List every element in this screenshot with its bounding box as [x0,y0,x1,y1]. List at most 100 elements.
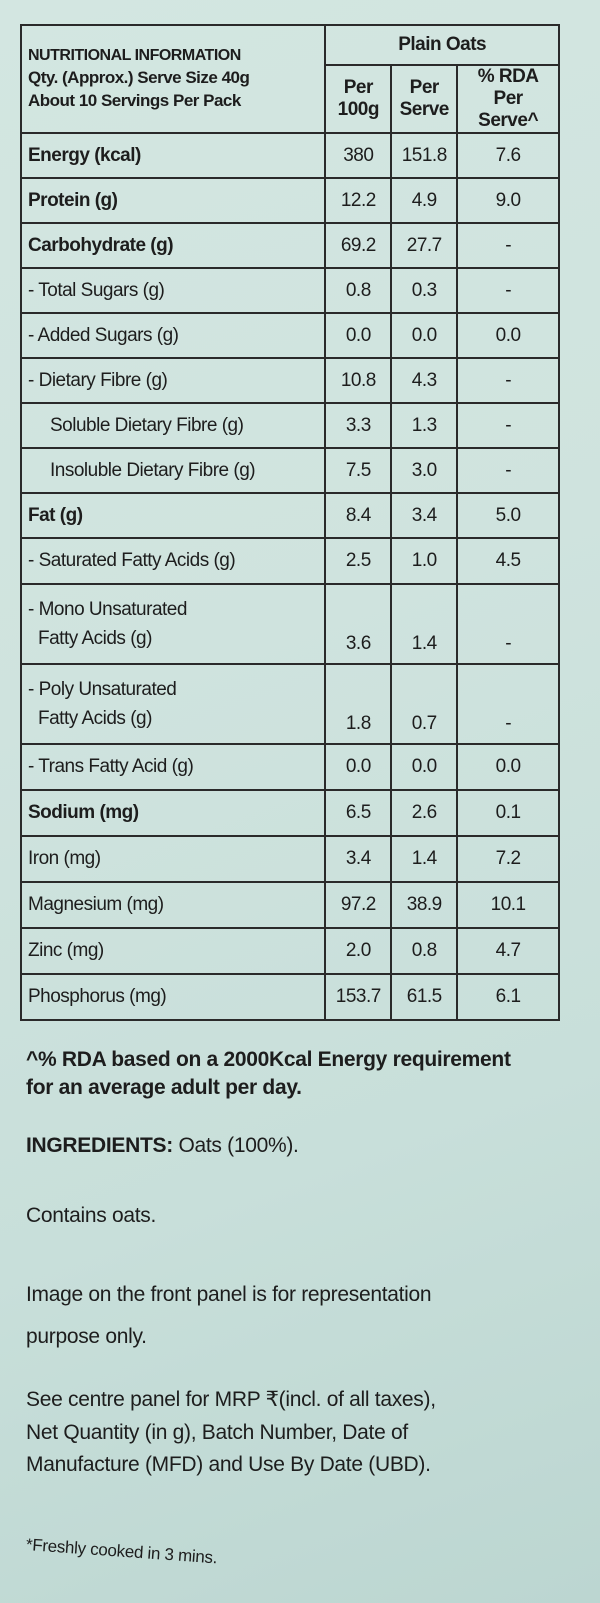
cell-rda: - [456,447,560,494]
cell-per100: 69.2 [324,222,393,269]
cell-serve: 1.4 [390,583,459,665]
table-row: Carbohydrate (g) 69.2 27.7 - [19,222,560,269]
cell-rda: - [456,663,560,745]
cell-per100: 6.5 [324,789,393,837]
servings-per-pack: About 10 Servings Per Pack [28,90,241,110]
cell-per100: 97.2 [324,881,393,929]
row-label: Carbohydrate (g) [19,222,327,269]
ingredients-label: INGREDIENTS: [26,1134,173,1157]
table-row: Soluble Dietary Fibre (g) 3.3 1.3 - [19,402,560,449]
ingredients-line: INGREDIENTS: Oats (100%). [26,1134,566,1158]
table-row: - Trans Fatty Acid (g) 0.0 0.0 0.0 [19,743,560,791]
cell-rda: 0.1 [456,789,560,837]
table-row: - Total Sugars (g) 0.8 0.3 - [19,267,560,314]
cell-per100: 3.3 [324,402,393,449]
cell-rda: 9.0 [456,177,560,224]
table-row: Energy (kcal) 380 151.8 7.6 [19,132,560,179]
cell-serve: 61.5 [390,973,459,1021]
table-row: Iron (mg) 3.4 1.4 7.2 [19,835,560,883]
freshly-cooked-note: *Freshly cooked in 3 mins. [25,1535,218,1568]
nutrition-table: NUTRITIONAL INFORMATION Qty. (Approx.) S… [19,24,560,1021]
col-rda: % RDA Per Serve^ [456,64,560,134]
cell-per100: 2.5 [324,537,393,585]
table-row: - Mono Unsaturated Fatty Acids (g) 3.6 1.… [19,583,560,665]
cell-rda: 4.5 [456,537,560,585]
cell-per100: 3.4 [324,835,393,883]
cell-rda: 5.0 [456,492,560,539]
cell-serve: 151.8 [390,132,459,179]
row-label: - Added Sugars (g) [19,312,327,359]
cell-serve: 27.7 [390,222,459,269]
cell-rda: - [456,402,560,449]
col-per-100g: Per 100g [324,64,393,134]
cell-serve: 0.8 [390,927,459,975]
table-row: - Dietary Fibre (g) 10.8 4.3 - [19,357,560,404]
cell-rda: - [456,222,560,269]
cell-rda: 0.0 [456,312,560,359]
row-label: - Trans Fatty Acid (g) [19,743,327,791]
cell-per100: 0.0 [324,743,393,791]
row-label: Iron (mg) [19,835,327,883]
row-label: - Saturated Fatty Acids (g) [19,537,327,585]
table-header-info: NUTRITIONAL INFORMATION Qty. (Approx.) S… [19,24,327,134]
row-label: Phosphorus (mg) [19,973,327,1021]
serve-size: Qty. (Approx.) Serve Size 40g [28,67,250,87]
cell-per100: 8.4 [324,492,393,539]
cell-serve: 4.3 [390,357,459,404]
cell-per100: 0.0 [324,312,393,359]
cell-serve: 0.7 [390,663,459,745]
cell-rda: 10.1 [456,881,560,929]
cell-per100: 12.2 [324,177,393,224]
column-header-row: Per 100g Per Serve % RDA Per Serve^ [21,64,560,134]
table-row: - Added Sugars (g) 0.0 0.0 0.0 [19,312,560,359]
product-name: Plain Oats [324,24,560,66]
table-row: Magnesium (mg) 97.2 38.9 10.1 [19,881,560,929]
col-per-serve: Per Serve [390,64,459,134]
cell-serve: 4.9 [390,177,459,224]
cell-rda: 0.0 [456,743,560,791]
cell-serve: 0.3 [390,267,459,314]
cell-rda: 7.6 [456,132,560,179]
row-label: Magnesium (mg) [19,881,327,929]
cell-serve: 3.4 [390,492,459,539]
cell-serve: 0.0 [390,743,459,791]
cell-rda: - [456,357,560,404]
row-label: - Dietary Fibre (g) [19,357,327,404]
cell-per100: 380 [324,132,393,179]
ingredients-value: Oats (100%). [172,1134,299,1157]
row-label: Insoluble Dietary Fibre (g) [19,447,327,494]
cell-rda: - [456,583,560,665]
cell-rda: - [456,267,560,314]
cell-serve: 3.0 [390,447,459,494]
table-row: Insoluble Dietary Fibre (g) 7.5 3.0 - [19,447,560,494]
cell-rda: 4.7 [456,927,560,975]
cell-per100: 153.7 [324,973,393,1021]
cell-per100: 3.6 [324,583,393,665]
table-row: - Saturated Fatty Acids (g) 2.5 1.0 4.5 [19,537,560,585]
rda-footnote: ^% RDA based on a 2000Kcal Energy requir… [26,1048,511,1100]
cell-per100: 7.5 [324,447,393,494]
table-row: Phosphorus (mg) 153.7 61.5 6.1 [19,973,560,1021]
cell-rda: 6.1 [456,973,560,1021]
cell-serve: 1.4 [390,835,459,883]
cell-per100: 1.8 [324,663,393,745]
cell-serve: 38.9 [390,881,459,929]
image-disclaimer: Image on the front panel is for represen… [26,1283,432,1348]
cell-serve: 0.0 [390,312,459,359]
row-label: Fat (g) [19,492,327,539]
cell-per100: 0.8 [324,267,393,314]
table-header-row: NUTRITIONAL INFORMATION Qty. (Approx.) S… [19,24,560,134]
cell-serve: 1.0 [390,537,459,585]
cell-serve: 1.3 [390,402,459,449]
cell-serve: 2.6 [390,789,459,837]
table-row: Fat (g) 8.4 3.4 5.0 [19,492,560,539]
row-label: Zinc (mg) [19,927,327,975]
row-label: - Mono Unsaturated Fatty Acids (g) [19,583,327,665]
table-row: Sodium (mg) 6.5 2.6 0.1 [19,789,560,837]
cell-per100: 2.0 [324,927,393,975]
cell-per100: 10.8 [324,357,393,404]
table-row: - Poly Unsaturated Fatty Acids (g) 1.8 0.… [19,663,560,745]
see-centre-panel-note: See centre panel for MRP ₹(incl. of all … [26,1388,436,1477]
allergen-statement: Contains oats. [26,1204,157,1227]
